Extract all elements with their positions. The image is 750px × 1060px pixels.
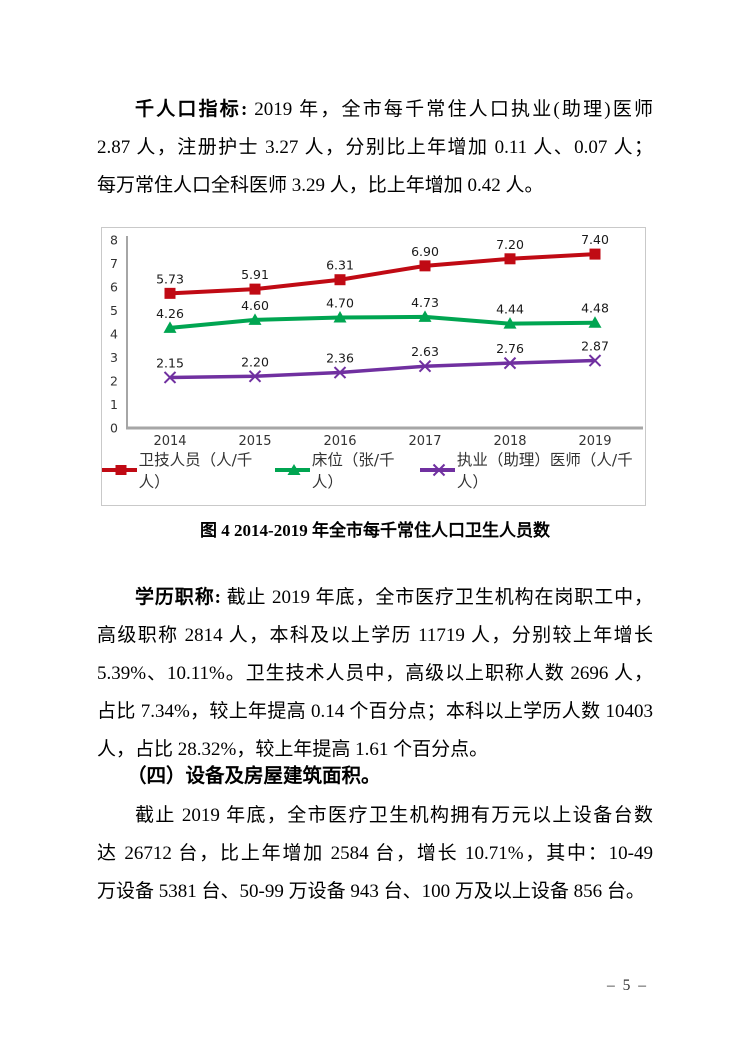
data-point-marker [249,283,261,295]
data-point-marker [164,287,176,299]
section-heading-equipment: （四）设备及房屋建筑面积。 [127,766,381,787]
legend-item-0: 卫技人员（人/千人） [102,448,270,492]
paragraph-lead: 学历职称: [135,587,221,608]
paragraph-education-titles: 学历职称: 截止 2019 年底，全市医疗卫生机构在岗职工中， 高级职称 2814… [97,579,653,769]
data-point-label: 6.31 [326,258,354,273]
data-point-label: 4.60 [241,298,269,313]
legend-label: 执业（助理）医师（人/千人） [456,451,633,491]
line-chart-plot: 0 1 2 3 4 5 6 7 8 2014 2015 2016 2017 2018 2019 5.73 5.9… [110,232,643,449]
data-point-marker [418,359,432,373]
text-line: 高级职称 2814 人，本科及以上学历 11719 人，分别较上年增长 [97,625,653,646]
series-line-0 [169,252,596,296]
y-tick-label: 1 [110,397,118,412]
data-point-label: 6.90 [411,244,439,259]
y-tick-label: 7 [110,256,118,271]
data-point-label: 4.48 [581,301,609,316]
series-line-2 [169,358,596,380]
y-tick-label: 0 [110,421,118,436]
data-point-marker [334,274,346,286]
data-point-label: 5.91 [241,267,269,282]
x-marker-icon [420,463,455,477]
data-point-label: 4.44 [496,302,524,317]
y-tick-label: 5 [110,303,118,318]
text-line: 占比 7.34%，较上年提高 0.14 个百分点；本科以上学历人数 10403 [97,701,653,722]
data-point-marker [248,370,262,383]
data-point-marker [163,371,177,384]
data-point-marker [504,253,516,265]
triangle-marker-icon [275,464,310,475]
data-point-marker [588,316,602,328]
data-point-marker [163,321,177,333]
y-tick-label: 8 [110,233,118,248]
figure-caption: 图 4 2014-2019 年全市每千常住人口卫生人员数 [200,521,550,540]
data-point-label: 4.70 [326,296,354,311]
paragraph-lead: 千人口指标: [135,99,248,120]
legend-item-1: 床位（张/千人） [275,448,415,492]
series-line-1 [169,314,596,330]
legend-label: 床位（张/千人） [311,451,395,491]
data-point-label: 4.26 [156,306,184,321]
data-point-marker [588,354,602,367]
text-line: 人，占比 28.32%，较上年提高 1.61 个百分点。 [97,739,489,760]
data-point-label: 2.20 [241,354,269,369]
text-line: 学历职称: 截止 2019 年底，全市医疗卫生机构在岗职工中， [135,587,653,608]
data-point-label: 4.73 [411,295,439,310]
x-tick-label: 2015 [238,434,271,449]
data-point-label: 7.20 [496,237,524,252]
paragraph-per-thousand-indicators: 千人口指标: 2019 年，全市每千常住人口执业(助理)医师 2.87 人，注册护… [97,91,653,205]
y-tick-label: 4 [110,327,118,342]
data-point-label: 2.76 [496,341,524,356]
page-number: – 5 – [607,977,648,994]
text-line: 万设备 5381 台、50-99 万设备 943 台、100 万及以上设备 85… [97,881,645,902]
x-tick-label: 2016 [323,434,356,449]
legend-label: 卫技人员（人/千人） [138,451,253,491]
y-tick-label: 6 [110,280,118,295]
data-point-label: 2.36 [326,351,354,366]
data-point-marker [333,311,347,323]
data-point-label: 2.87 [581,339,609,354]
data-point-marker [418,310,432,322]
data-point-label: 2.15 [156,355,184,370]
legend-item-2: 执业（助理）医师（人/千人） [420,448,645,492]
data-point-label: 5.73 [156,271,184,286]
text-line: 2.87 人，注册护士 3.27 人，分别比上年增加 0.11 人、0.07 人… [97,137,653,158]
text-line: 截止 2019 年底，全市医疗卫生机构拥有万元以上设备台数 [135,805,653,826]
text-line: 千人口指标: 2019 年，全市每千常住人口执业(助理)医师 [135,99,654,120]
paragraph-equipment-count: 截止 2019 年底，全市医疗卫生机构拥有万元以上设备台数达 26712 台，比… [97,797,653,911]
x-tick-label: 2014 [153,434,186,449]
text-line: 每万常住人口全科医师 3.29 人，比上年增加 0.42 人。 [97,175,544,196]
data-point-label: 7.40 [581,232,609,247]
y-tick-label: 3 [110,350,118,365]
square-marker-icon [102,465,137,475]
data-point-marker [589,248,601,260]
data-point-marker [503,317,517,329]
data-point-marker [503,356,517,370]
text-line: 5.39%、10.11%。卫生技术人员中，高级以上职称人数 2696 人， [97,663,653,684]
x-tick-label: 2018 [493,434,526,449]
y-tick-label: 2 [110,374,118,389]
data-point-marker [419,260,431,272]
x-tick-label: 2019 [578,434,611,449]
x-tick-label: 2017 [408,434,441,449]
data-point-marker [248,313,262,325]
figure-line-chart: 0 1 2 3 4 5 6 7 8 2014 2015 2016 2017 2018 2019 5.73 5.9… [101,227,646,506]
text-line: 达 26712 台，比上年增加 2584 台，增长 10.71%，其中：10-4… [97,843,653,864]
data-point-marker [333,366,347,379]
chart-legend: 卫技人员（人/千人） 床位（张/千人） 执业（助理）医师（人/千人） [102,448,645,492]
data-point-label: 2.63 [411,344,439,359]
